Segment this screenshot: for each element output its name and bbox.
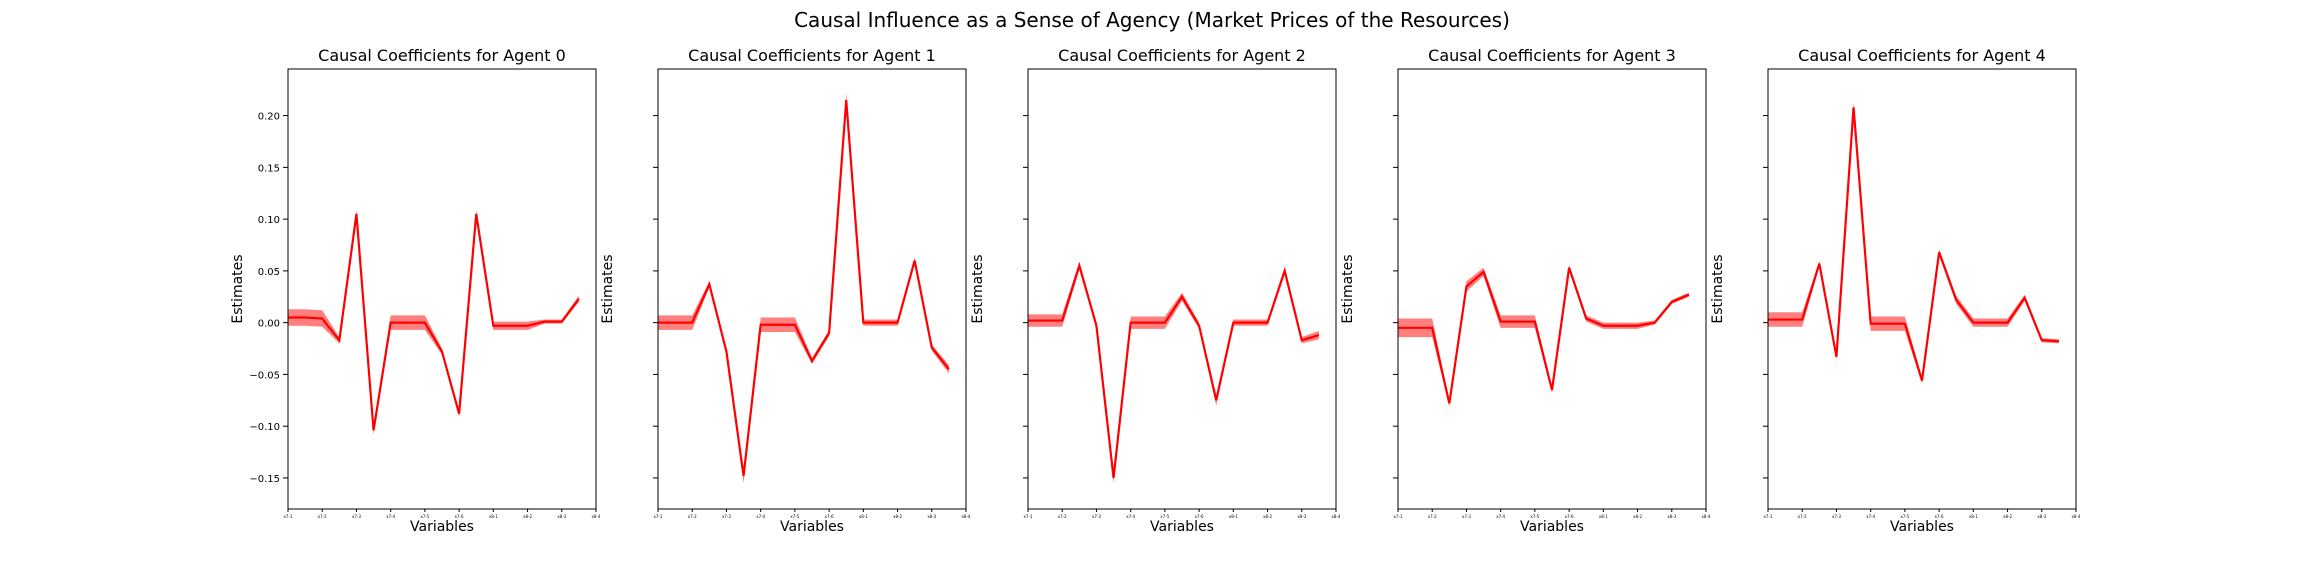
subplot-title: Causal Coefficients for Agent 1 [688,46,936,65]
axes-frame [657,68,967,510]
x-axis-label: Variables [1890,519,1954,535]
x-tick-label: x8-3 [557,514,566,519]
x-tick-label: x8-2 [2003,514,2012,519]
x-tick-label: x7-3 [352,514,361,519]
x-tick-label: x8-2 [1263,514,1272,519]
x-tick-label: x7-5 [1530,514,1539,519]
x-tick-label: x8-1 [1969,514,1978,519]
x-tick-label: x7-4 [1866,514,1875,519]
subplot-agent-3: Causal Coefficients for Agent 3 x7-1 x7-2 x… [1340,46,1711,535]
confidence-band-series-0 [288,209,579,435]
confidence-band-series-0 [1768,103,2059,384]
y-axis-label: Estimates [1340,254,1356,323]
axes-frame [1397,68,1707,510]
axes-frame [1027,68,1337,510]
x-tick-label: x7-6 [825,514,834,519]
y-tick-label: 0.10 [258,215,280,226]
axes-frame [1767,68,2077,510]
x-tick-label: x7-5 [1160,514,1169,519]
x-tick-label: x8-4 [1332,514,1341,519]
x-tick-label: x7-2 [1428,514,1437,519]
estimate-line-series-0 [1398,267,1690,404]
x-tick-label: x7-4 [756,514,765,519]
x-axis-label: Variables [1520,519,1584,535]
y-tick-label: −0.10 [249,422,280,433]
x-tick-label: x8-3 [1667,514,1676,519]
x-axis-label: Variables [780,519,844,535]
y-tick-label: 0.20 [258,112,280,123]
subplot-title: Causal Coefficients for Agent 3 [1428,46,1676,65]
x-axis-label: Variables [410,519,474,535]
y-tick-label: 0.05 [258,267,280,278]
x-tick-label: x8-4 [2072,514,2081,519]
x-tick-label: x7-3 [1092,514,1101,519]
x-tick-label: x7-4 [386,514,395,519]
x-tick-label: x7-2 [318,514,327,519]
y-axis-label: Estimates [970,254,986,323]
x-tick-label: x8-2 [893,514,902,519]
x-tick-label: x7-3 [1832,514,1841,519]
confidence-band-series-0 [1398,264,1689,407]
x-tick-label: x7-5 [1900,514,1909,519]
subplot-agent-1: Causal Coefficients for Agent 1 x7-1 x7-2 x… [600,46,971,535]
x-tick-label: x8-2 [523,514,532,519]
subplot-agent-0: Causal Coefficients for Agent 0 −0.15 −0.1… [230,46,601,535]
x-tick-label: x7-6 [1935,514,1944,519]
axes-frame [287,68,597,510]
figure-title: Causal Influence as a Sense of Agency (M… [794,8,1510,32]
x-tick-label: x7-6 [455,514,464,519]
estimate-line-series-0 [658,99,950,477]
x-tick-label: x8-3 [1297,514,1306,519]
x-tick-label: x7-1 [1024,514,1033,519]
confidence-band-series-0 [1028,261,1319,484]
subplot-title: Causal Coefficients for Agent 0 [318,46,566,65]
x-tick-label: x8-4 [592,514,601,519]
y-tick-label: −0.05 [249,370,280,381]
x-tick-label: x7-5 [420,514,429,519]
x-tick-label: x7-1 [654,514,663,519]
x-tick-label: x7-6 [1195,514,1204,519]
x-axis-label: Variables [1150,519,1214,535]
y-tick-label: 0.00 [258,319,280,330]
x-tick-label: x7-1 [284,514,293,519]
x-tick-label: x8-1 [1599,514,1608,519]
estimate-line-series-0 [288,213,580,431]
y-axis-label: Estimates [230,254,246,323]
estimate-line-series-0 [1768,107,2059,381]
x-tick-label: x8-4 [962,514,971,519]
x-tick-label: x7-3 [1462,514,1471,519]
x-tick-label: x7-2 [1798,514,1807,519]
y-tick-label: −0.15 [249,474,280,485]
y-axis-label: Estimates [600,254,616,323]
y-tick-label: 0.15 [258,163,280,174]
x-tick-label: x7-4 [1126,514,1135,519]
subplot-agent-4: Causal Coefficients for Agent 4 x7-1 x7-2 x… [1710,46,2081,535]
x-tick-label: x7-6 [1565,514,1574,519]
x-tick-label: x7-1 [1764,514,1773,519]
confidence-band-series-0 [658,92,949,484]
x-tick-label: x7-4 [1496,514,1505,519]
x-tick-label: x7-2 [1058,514,1067,519]
x-tick-label: x7-2 [688,514,697,519]
x-tick-label: x8-3 [927,514,936,519]
x-tick-label: x7-3 [722,514,731,519]
x-tick-label: x8-1 [1229,514,1238,519]
x-tick-label: x7-5 [790,514,799,519]
x-tick-label: x8-4 [1702,514,1711,519]
subplot-agent-2: Causal Coefficients for Agent 2 x7-1 x7-2 x… [970,46,1341,535]
x-tick-label: x8-3 [2037,514,2046,519]
subplot-grid: Causal Coefficients for Agent 0 −0.15 −0.1… [230,46,2081,535]
subplot-title: Causal Coefficients for Agent 2 [1058,46,1306,65]
x-tick-label: x7-1 [1394,514,1403,519]
y-axis-label: Estimates [1710,254,1726,323]
subplot-title: Causal Coefficients for Agent 4 [1798,46,2046,65]
x-tick-label: x8-1 [859,514,868,519]
x-tick-label: x8-2 [1633,514,1642,519]
estimate-line-series-0 [1028,261,1320,479]
x-tick-label: x8-1 [489,514,498,519]
